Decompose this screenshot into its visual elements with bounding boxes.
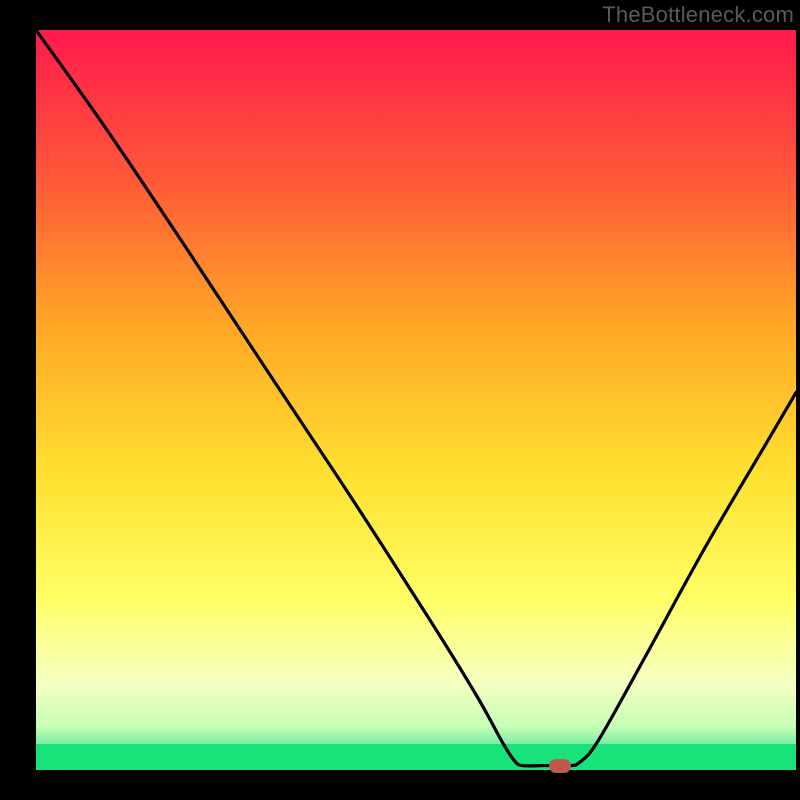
chart-container: TheBottleneck.com	[0, 0, 800, 800]
optimum-marker	[549, 759, 571, 773]
watermark-text: TheBottleneck.com	[602, 2, 794, 28]
bottleneck-curve	[36, 30, 796, 770]
plot-area	[36, 30, 796, 770]
